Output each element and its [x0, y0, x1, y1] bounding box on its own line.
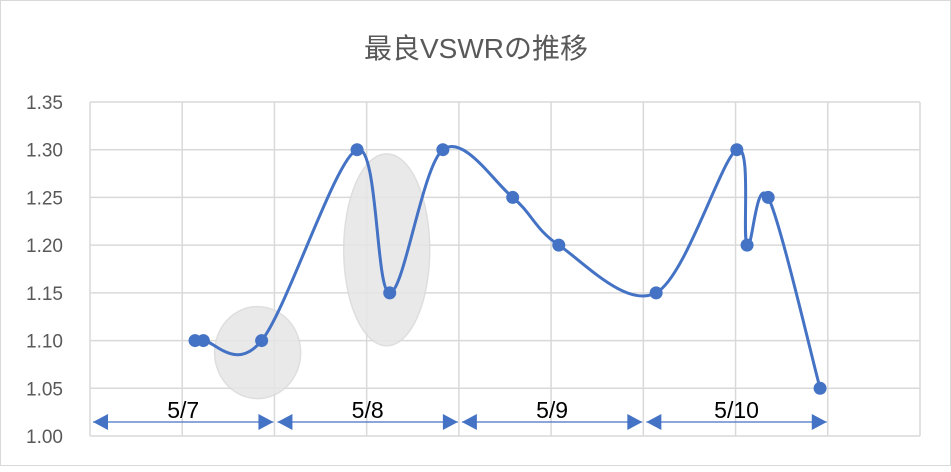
- arrow-right-head: [811, 414, 827, 430]
- arrow-left-head: [461, 414, 477, 430]
- y-tick-label: 1.10: [26, 332, 63, 353]
- y-tick-label: 1.30: [26, 141, 63, 162]
- data-point: [196, 334, 210, 348]
- arrow-left-head: [646, 414, 662, 430]
- data-point: [383, 286, 397, 300]
- y-tick-label: 1.25: [26, 188, 63, 209]
- day-range-label: 5/9: [536, 397, 568, 423]
- highlight-ellipse: [213, 305, 302, 400]
- gridlines: [89, 101, 921, 437]
- arrow-left-head: [277, 414, 293, 430]
- data-point: [350, 143, 364, 157]
- arrow-right-head: [627, 414, 643, 430]
- data-point: [761, 190, 775, 204]
- arrow-right-head: [442, 414, 458, 430]
- data-points: [188, 143, 827, 395]
- data-point: [506, 190, 520, 204]
- y-tick-label: 1.35: [26, 93, 63, 114]
- day-range-label: 5/10: [714, 397, 759, 423]
- data-point: [649, 286, 663, 300]
- y-tick-label: 1.05: [26, 379, 63, 400]
- chart-title: 最良VSWRの推移: [364, 33, 588, 64]
- day-range-label: 5/7: [167, 397, 199, 423]
- arrow-left-head: [93, 414, 108, 430]
- arrow-right-head: [258, 414, 274, 430]
- data-point: [730, 143, 744, 157]
- highlight-ellipses: [213, 153, 431, 400]
- day-range-label: 5/8: [352, 397, 384, 423]
- y-axis-tick-labels: 1.00 1.05 1.10 1.15 1.20 1.25 1.30 1.35: [26, 93, 63, 448]
- data-point: [552, 238, 566, 252]
- data-point: [436, 143, 450, 157]
- y-tick-label: 1.20: [26, 236, 63, 257]
- y-tick-label: 1.15: [26, 284, 63, 305]
- data-point: [813, 381, 827, 395]
- highlight-ellipse: [342, 153, 431, 347]
- data-point: [255, 334, 269, 348]
- day-range-arrows: 5/7 5/8 5/9 5/10: [93, 397, 827, 430]
- y-tick-label: 1.00: [26, 427, 63, 448]
- data-point: [740, 238, 754, 252]
